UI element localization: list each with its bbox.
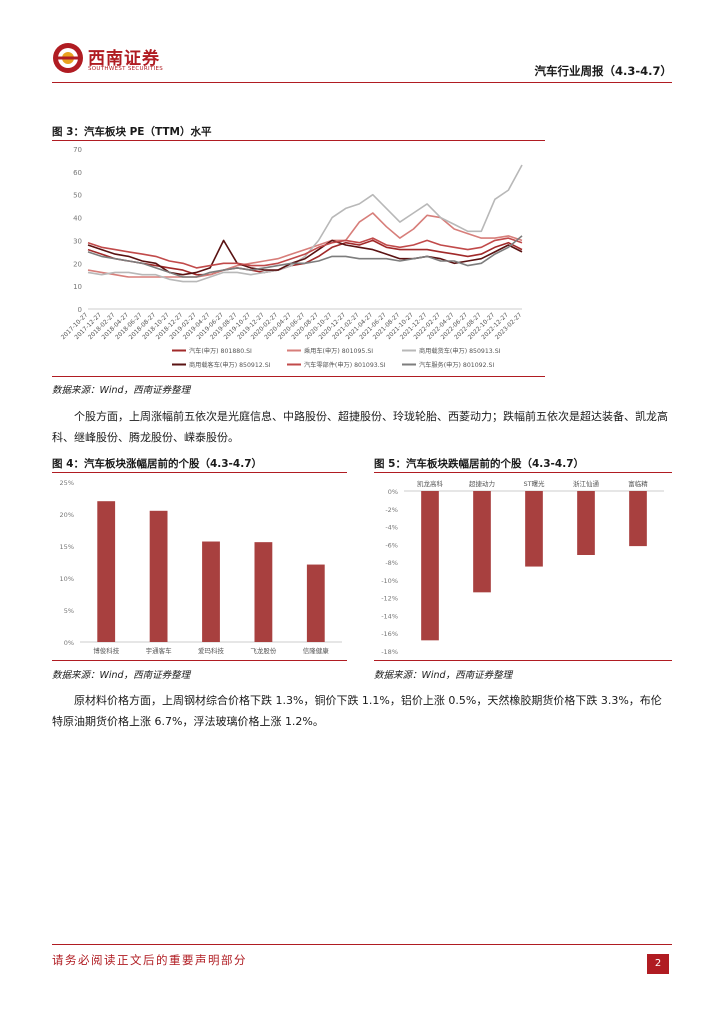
bar [202,541,220,642]
y-tick-label: -18% [381,648,398,656]
category-label: 宇通客车 [146,646,173,655]
y-tick-label: 25% [60,479,74,487]
series-line [87,239,523,276]
logo-chinese-name: 西南证券 [88,49,160,69]
header-divider [52,82,672,84]
y-tick-label: -14% [381,612,398,620]
company-logo-icon [53,43,83,73]
figure3-title: 图 3：汽车板块 PE（TTM）水平 [52,126,212,138]
y-tick-label: 5% [64,607,74,615]
figure5-top-rule [374,472,672,473]
y-tick-label: 0% [388,488,398,496]
category-label: 飞龙股份 [250,646,277,655]
y-tick-label: -12% [381,595,398,603]
bar [97,501,116,642]
y-tick-label: 70 [73,146,82,154]
y-tick-label: 30 [73,237,82,245]
bar [473,491,491,593]
figure3-top-rule [52,140,545,141]
category-label: 富临精 [628,479,648,488]
legend-label: 乘用车(申万) 801095.SI [304,347,373,355]
figure5-chart: 0% -2% -4% -6% -8% -10% -12% -14% -16% -18% 凯龙高科 超捷… [381,479,664,656]
category-label: ST曙光 [523,479,545,488]
logo-english-name: SOUTHWEST SECURITIES [88,66,164,72]
category-label: 博俊科技 [93,646,120,655]
legend-label: 汽车零部件(申万) 801093.SI [304,361,386,369]
footer-divider [52,944,672,945]
y-tick-label: 60 [73,169,82,177]
series-line [87,164,523,283]
figure3-bottom-rule [52,376,545,377]
report-title: 汽车行业周报（4.3-4.7） [534,64,672,78]
y-tick-label: -2% [385,506,398,514]
category-label: 浙江仙通 [573,479,600,488]
figure5-title: 图 5：汽车板块跌幅居前的个股（4.3-4.7） [374,458,585,470]
category-label: 爱玛科技 [198,646,225,655]
y-tick-label: 50 [73,192,82,200]
series-line [87,237,523,269]
y-tick-label: -16% [381,630,398,638]
figure4-chart: 0% 5% 10% 15% 20% 25% 博俊科技 宇通客车 爱玛科技 飞龙股份 信隆健康 [60,479,342,655]
bar [577,491,595,555]
figure3-source: 数据来源：Wind，西南证券整理 [52,385,191,396]
raw-materials-paragraph: 原材料价格方面，上周钢材综合价格下跌 1.3%，铜价下跌 1.1%，铝价上涨 0… [52,694,662,728]
series-line [87,239,523,276]
bar [254,542,273,642]
figure5-source: 数据来源：Wind，西南证券整理 [374,670,513,681]
figure4-bottom-rule [52,660,347,661]
bar [629,491,647,547]
bar [149,510,168,642]
y-tick-label: -4% [385,524,398,532]
legend-label: 汽车(申万) 801880.SI [189,347,252,355]
page-number: 2 [647,954,669,974]
y-tick-label: -6% [385,541,398,549]
y-tick-label: 15% [60,543,74,551]
y-tick-label: 10% [60,575,74,583]
y-tick-label: -8% [385,559,398,567]
y-tick-label: 20% [60,511,74,519]
y-tick-label: 40 [73,215,82,223]
legend-label: 汽车服务(申万) 801092.SI [419,361,494,369]
figure4-top-rule [52,472,347,473]
bar [525,491,543,567]
category-label: 超捷动力 [469,479,495,488]
figure4-source: 数据来源：Wind，西南证券整理 [52,670,191,681]
bar [306,564,325,642]
y-tick-label: 20 [73,260,82,268]
legend-label: 商用载货车(申万) 850913.SI [419,347,501,355]
y-tick-label: 10 [73,283,82,291]
y-tick-label: 0 [78,306,82,314]
figure5-bottom-rule [374,660,672,661]
footer-disclaimer: 请务必阅读正文后的重要声明部分 [52,953,247,967]
series-line [87,235,523,278]
figure4-title: 图 4：汽车板块涨幅居前的个股（4.3-4.7） [52,458,263,470]
y-tick-label: 0% [64,639,74,647]
bar [421,491,439,641]
stock-movers-paragraph: 个股方面，上周涨幅前五依次是光庭信息、中路股份、超捷股份、玲珑轮胎、西菱动力；跌… [52,410,668,444]
category-label: 信隆健康 [303,646,330,655]
figure3-chart: 0102030405060702017-10-272017-12-272018-… [60,146,524,369]
category-label: 凯龙高科 [417,479,444,488]
y-tick-label: -10% [381,577,398,585]
legend-label: 商用载客车(申万) 850912.SI [189,361,271,369]
